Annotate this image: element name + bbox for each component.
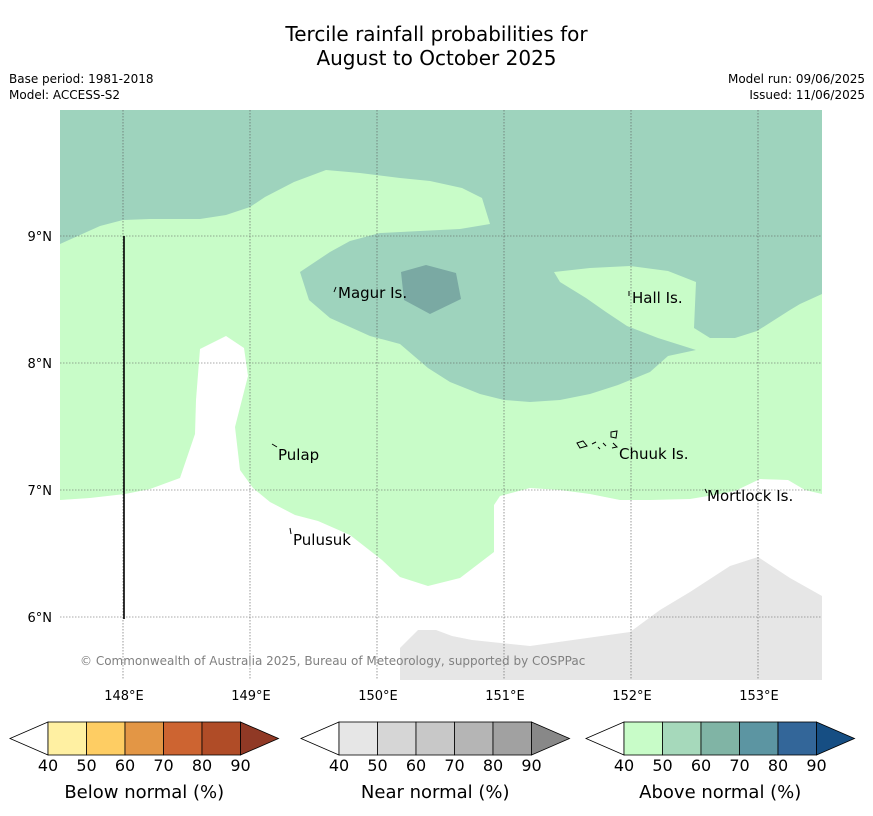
label-pulusuk: Pulusuk [293,531,351,549]
colorbar-tick-label: 40 [329,756,349,775]
label-hall: Hall Is. [632,289,683,307]
colorbar-tick-label: 90 [521,756,541,775]
magur-island-marker [333,286,337,293]
colorbar-tick-label: 90 [230,756,250,775]
pulap-island-marker [271,443,278,448]
place-labels: Magur Is. Hall Is. Pulap Chuuk Is. Mortl… [278,284,793,549]
colorbar-title: Near normal (%) [361,782,510,803]
near-normal-40-region [400,557,822,680]
lat-label-9n: 9°N [28,230,53,245]
colorbar-segment [86,721,126,756]
colorbar-segment [777,721,817,756]
colorbar-tick-label: 40 [614,756,634,775]
graticule [60,110,822,680]
map-panel: Magur Is. Hall Is. Pulap Chuuk Is. Mortl… [60,110,822,680]
colorbar-segment [163,721,203,756]
colorbar-tick-label: 60 [115,756,135,775]
copyright-text: © Commonwealth of Australia 2025, Bureau… [80,654,585,668]
colorbar-segment [415,721,455,756]
latitude-labels: 9°N 8°N 7°N 6°N [28,230,53,626]
longitude-labels: 148°E 149°E 150°E 151°E 152°E 153°E [104,689,779,704]
model-run-text: Model run: 09/06/2025 [727,72,865,86]
colorbar-tick-label: 70 [444,756,464,775]
label-chuuk: Chuuk Is. [619,445,688,463]
meta-right: Model run: 09/06/2025 Issued: 11/06/2025 [728,71,865,103]
colorbar-tick-label: 50 [76,756,96,775]
colorbar-tick-label: 90 [806,756,826,775]
colorbar-under-triangle [584,721,625,756]
chart-title: Tercile rainfall probabilities for Augus… [0,22,873,70]
colorbar-segment [454,721,494,756]
colorbar-segment [338,721,378,756]
colorbar-tick-label: 80 [483,756,503,775]
colorbar-title: Below normal (%) [64,782,224,803]
colorbar-3: 40 50 60 70 80 90 Above normal (%) [584,721,856,803]
colorbar-legends: 40 50 60 70 80 90 Below normal (%) 40 50 60 70 80 90… [8,721,856,803]
colorbar-segment [623,721,663,756]
issued-text: Issued: 11/06/2025 [749,88,865,102]
pulusuk-island-marker [289,527,292,535]
title-line-2: August to October 2025 [316,46,557,70]
title-line-1: Tercile rainfall probabilities for [285,22,588,46]
colorbar-tick-label: 70 [153,756,173,775]
colorbar-segment [739,721,779,756]
colorbar-1: 40 50 60 70 80 90 Below normal (%) [8,721,280,803]
colorbar-tick-label: 70 [729,756,749,775]
colorbar-title: Above normal (%) [639,782,801,803]
model-text: Model: ACCESS-S2 [9,88,121,102]
lon-label-148e: 148°E [104,689,144,704]
lon-label-153e: 153°E [739,689,779,704]
colorbar-tick-label: 40 [38,756,58,775]
colorbar-over-triangle [816,721,856,756]
colorbar-tick-label: 60 [691,756,711,775]
lon-label-149e: 149°E [231,689,271,704]
colorbar-segment [201,721,241,756]
colorbar-over-triangle [240,721,280,756]
lat-label-8n: 8°N [28,357,53,372]
label-mortlock: Mortlock Is. [707,487,793,505]
mortlock-island-marker [704,488,708,494]
colorbar-tick-label: 80 [768,756,788,775]
colorbar-tick-label: 80 [192,756,212,775]
colorbar-segment [492,721,532,756]
above-normal-50-region [60,110,822,402]
colorbar-tick-label: 50 [652,756,672,775]
lat-label-7n: 7°N [28,484,53,499]
colorbar-over-triangle [531,721,571,756]
label-pulap: Pulap [278,446,319,464]
lon-label-152e: 152°E [612,689,652,704]
colorbar-segment [124,721,164,756]
meta-left: Base period: 1981-2018 Model: ACCESS-S2 [9,71,154,103]
lat-label-6n: 6°N [28,611,53,626]
colorbar-under-triangle [8,721,49,756]
above-normal-60-region [401,265,461,314]
colorbar-tick-label: 50 [367,756,387,775]
colorbar-segment [47,721,87,756]
colorbar-segment [662,721,702,756]
lon-label-151e: 151°E [485,689,525,704]
colorbar-under-triangle [299,721,340,756]
colorbar-tick-label: 60 [406,756,426,775]
colorbar-2: 40 50 60 70 80 90 Near normal (%) [299,721,571,803]
colorbar-segment [700,721,740,756]
base-period-text: Base period: 1981-2018 [9,72,154,86]
island-markers [271,286,708,535]
label-magur: Magur Is. [338,284,407,302]
chuuk-lagoon-islands [576,430,619,450]
lon-label-150e: 150°E [358,689,398,704]
colorbar-segment [377,721,417,756]
